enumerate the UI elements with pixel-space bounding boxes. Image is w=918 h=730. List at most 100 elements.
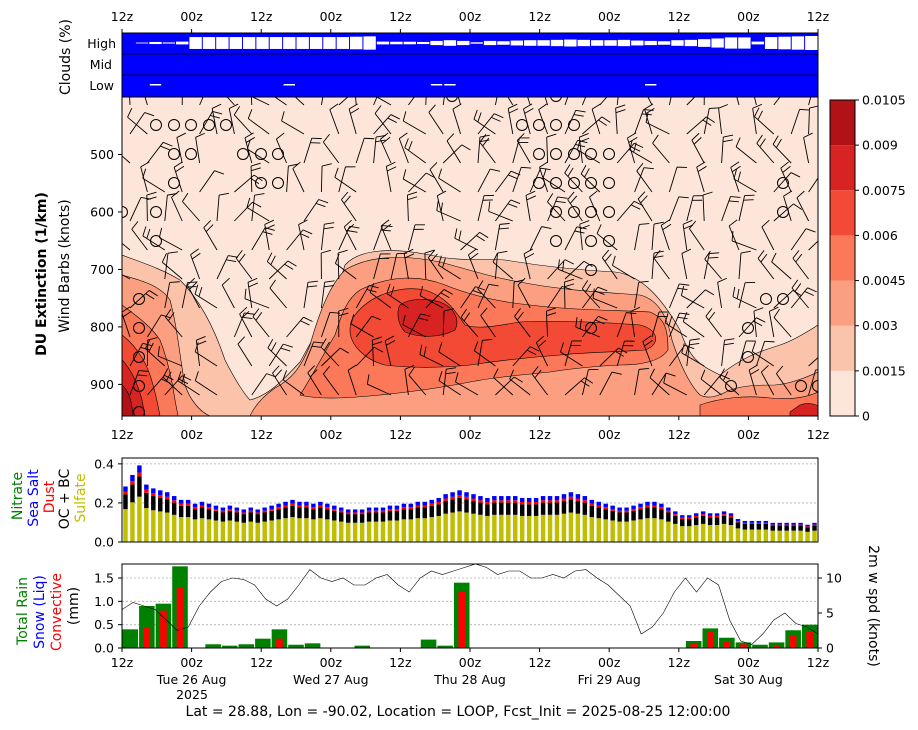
- aerosol-bar-segment: [582, 514, 588, 542]
- wind-barb-shaft: [194, 351, 218, 367]
- convective-bar: [806, 631, 814, 648]
- convective-bar: [160, 610, 167, 648]
- wind-barb-shaft: [773, 172, 792, 193]
- wind-barb-flag: [735, 137, 741, 147]
- aerosol-bar-segment: [603, 509, 608, 520]
- aerosol-bar-segment: [791, 524, 796, 526]
- convective-bar: [176, 587, 184, 648]
- aerosol-bar-segment: [547, 514, 553, 542]
- aerosol-bar-segment: [506, 514, 511, 542]
- wind-barb-flag: [679, 283, 690, 286]
- aerosol-bar-segment: [415, 501, 421, 506]
- high-cloud-bar: [336, 37, 350, 49]
- aerosol-bar-segment: [805, 524, 810, 527]
- aerosol-bar-segment: [617, 507, 622, 511]
- wind-barb-flag: [805, 228, 816, 233]
- aerosol-bar-segment: [269, 510, 274, 521]
- aerosol-bar-segment: [749, 520, 755, 523]
- aerosol-bar-segment: [241, 512, 247, 515]
- aerosol-bar-segment: [394, 520, 400, 542]
- wind-barb-shaft: [547, 286, 563, 309]
- wind-barb-flag: [324, 222, 335, 225]
- wind-barb-flag: [182, 192, 189, 202]
- aerosol-bar-segment: [596, 505, 601, 508]
- aerosol-bar-segment: [624, 521, 629, 542]
- wind-barb-flag: [175, 165, 185, 173]
- aerosol-bar-segment: [540, 502, 546, 515]
- wind-barb-shaft: [596, 233, 618, 251]
- precip-gridlines: [122, 577, 818, 626]
- dust-panel: 500 600 700 800 900 12z 00z 12z 00z 12z 00z 12z 00z…: [34, 96, 830, 442]
- aerosol-bar-segment: [457, 490, 462, 496]
- wind-barb-flag: [288, 163, 299, 167]
- wind-barb-shaft: [294, 97, 305, 106]
- wind-barb-shaft: [808, 369, 817, 396]
- wind-barb-flag: [424, 249, 435, 254]
- wind-barb-flag: [668, 315, 673, 326]
- wind-barb-flag: [555, 200, 566, 204]
- wind-barb-flag: [454, 228, 458, 239]
- aerosol-bar-segment: [276, 519, 281, 542]
- wind-barb-flag: [142, 168, 147, 179]
- wind-barb-shaft: [129, 97, 131, 106]
- high-cloud-bar: [283, 37, 296, 49]
- wind-barb-flag: [592, 288, 595, 299]
- wind-barb-flag: [508, 174, 518, 180]
- colorbar-block: [830, 145, 855, 191]
- wind-barb-flag: [364, 137, 375, 140]
- wind-barb-flag: [709, 107, 720, 109]
- wind-barb-shaft: [298, 224, 305, 251]
- wind-barb-flag: [479, 139, 490, 143]
- calm-circle: [150, 119, 162, 131]
- wind-barb-shaft: [668, 97, 672, 106]
- wind-barb-shaft: [250, 97, 253, 106]
- wind-barb-flag: [438, 342, 443, 352]
- aerosol-bar-segment: [603, 519, 608, 542]
- aerosol-bar-segment: [478, 514, 483, 542]
- dust-contours: [122, 97, 818, 416]
- aerosol-bar-segment: [199, 507, 205, 519]
- wind-barb-flag: [782, 165, 791, 173]
- wind-barbs-ylabel: Wind Barbs (knots): [57, 199, 73, 332]
- wind-barb-flag: [629, 140, 633, 150]
- aerosol-bar-segment: [728, 517, 734, 526]
- wind-barb-shaft: [718, 108, 723, 135]
- colorbar-tick-label: 0.0045: [862, 273, 906, 288]
- aerosol-bar-segment: [478, 496, 483, 501]
- aerosol-bar-segment: [714, 517, 720, 526]
- aerosol-bar-segment: [673, 515, 678, 524]
- wind-barb-flag: [386, 166, 397, 172]
- wind-barb-shaft: [599, 97, 608, 106]
- wind-barb-flag: [468, 248, 477, 256]
- wind-barb-flag: [194, 342, 199, 353]
- aerosol-bar-segment: [568, 512, 574, 542]
- aerosol-bar-segment: [276, 507, 281, 510]
- aerosol-bar-segment: [151, 488, 156, 494]
- calm-circle: [168, 119, 180, 131]
- aerosol-bar-segment: [401, 509, 407, 520]
- day-label: Fri 29 Aug: [578, 672, 641, 687]
- aerosol-bar-segment: [568, 496, 574, 500]
- aerosol-bar-segment: [450, 499, 455, 513]
- aerosol-bar-segment: [422, 507, 427, 519]
- wind-barb-flag: [382, 136, 391, 144]
- aerosol-bar-segment: [178, 503, 184, 506]
- wind-barb-shaft: [157, 355, 183, 367]
- aerosol-bar-segment: [255, 522, 260, 542]
- wind-barb-shaft: [736, 97, 740, 106]
- wind-barb-flag: [760, 364, 769, 373]
- wind-barb-flag: [579, 137, 590, 143]
- wind-barb-flag: [140, 161, 150, 168]
- wind-barb-flag: [382, 223, 392, 231]
- aerosol-bar-segment: [262, 507, 267, 511]
- wind-barb-flag: [807, 287, 817, 293]
- aerosol-bar-segment: [499, 496, 504, 501]
- aerosol-bar-segment: [519, 497, 525, 503]
- high-cloud-bar: [202, 37, 216, 49]
- aerosol-bar-segment: [547, 500, 553, 503]
- aerosol-bar-segment: [290, 505, 295, 518]
- wind-barb-shaft: [320, 165, 323, 193]
- aerosol-bar-segment: [680, 519, 685, 527]
- aerosol-bar-segment: [276, 503, 281, 508]
- aerosol-bar-segment: [589, 517, 595, 542]
